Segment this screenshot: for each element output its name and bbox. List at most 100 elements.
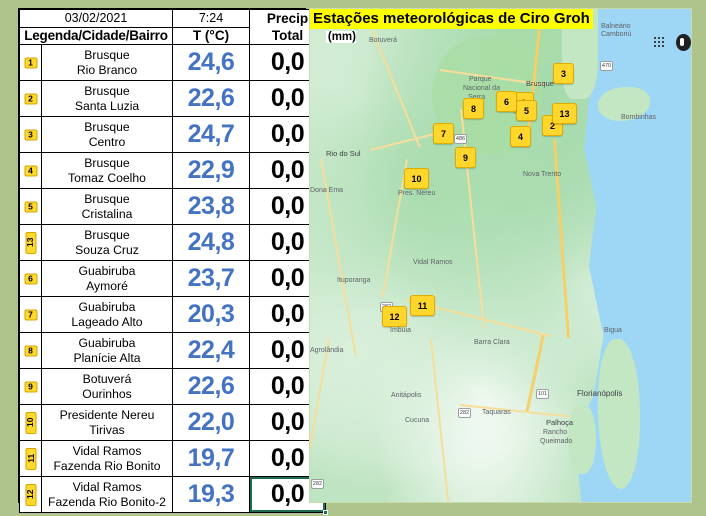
station-badge: 1	[24, 57, 37, 68]
station-badge: 10	[25, 411, 36, 434]
map-place-label: Bigua	[604, 327, 622, 334]
map-place-label: Florianópolis	[577, 389, 623, 398]
station-district: Planície Alta	[73, 350, 141, 365]
station-badge-label: 11	[25, 454, 36, 463]
station-badge-label: 8	[28, 345, 33, 356]
stations-table-panel: 03/02/2021 7:24 Precip Total (mm) Legend…	[18, 8, 356, 515]
station-district: Tomaz Coelho	[68, 170, 146, 185]
table-row[interactable]: 11 Vidal Ramos Fazenda Rio Bonito 19,7 0,0	[19, 440, 326, 477]
station-temperature: 22,6	[172, 368, 250, 405]
map-place-label: Cucuna	[405, 417, 430, 424]
table-row[interactable]: 10 Presidente Nereu Tirivas 22,0 0,0	[19, 404, 326, 441]
station-badge: 8	[24, 345, 37, 356]
map-place-label: Balneário	[601, 23, 631, 30]
map-marker-10[interactable]: 10	[404, 168, 429, 189]
station-city: Brusque	[84, 119, 130, 134]
station-temperature: 22,9	[172, 152, 250, 189]
station-temperature: 22,4	[172, 332, 250, 369]
map-place-label: Agrolândia	[310, 347, 344, 354]
station-temperature: 24,8	[172, 224, 250, 261]
row-badge-cell: 3	[19, 116, 42, 153]
map-marker-4[interactable]: 4	[510, 126, 531, 147]
map-marker-5[interactable]: 5	[516, 100, 537, 121]
map-marker-3[interactable]: 3	[553, 63, 574, 84]
station-temperature: 19,7	[172, 440, 250, 477]
station-city: Guabiruba	[78, 299, 136, 314]
map-place-label: Pres. Nereu	[398, 190, 436, 197]
map-place-label: Vidal Ramos	[413, 259, 453, 266]
user-avatar[interactable]	[676, 34, 691, 51]
station-badge: 13	[25, 231, 36, 254]
table-row[interactable]: 9 Botuverá Ourinhos 22,6 0,0	[19, 368, 326, 405]
station-temperature: 20,3	[172, 296, 250, 333]
station-district: Souza Cruz	[75, 242, 139, 257]
station-badge-label: 7	[28, 309, 33, 320]
station-city: Presidente Nereu	[59, 407, 155, 422]
table-row[interactable]: 8 Guabiruba Planície Alta 22,4 0,0	[19, 332, 326, 369]
station-district: Tirivas	[89, 422, 125, 437]
map-place-label: Imbuia	[390, 327, 412, 334]
station-temperature: 24,7	[172, 116, 250, 153]
map-place-label: Taquaras	[482, 409, 511, 416]
header-temp-col: T (°C)	[172, 26, 250, 45]
table-row[interactable]: 5 Brusque Cristalina 23,8 0,0	[19, 188, 326, 225]
table-row[interactable]: 6 Guabiruba Aymoré 23,7 0,0	[19, 260, 326, 297]
map-marker-9[interactable]: 9	[455, 147, 476, 168]
station-badge: 9	[24, 381, 37, 392]
station-district: Ourinhos	[82, 386, 132, 401]
station-name-cell: Presidente Nereu Tirivas	[41, 404, 173, 441]
table-row[interactable]: 12 Vidal Ramos Fazenda Rio Bonito-2 19,3 0,0	[19, 476, 328, 515]
map-place-label: Botuverá	[369, 37, 398, 44]
table-row[interactable]: 2 Brusque Santa Luzia 22,6 0,0	[19, 80, 326, 117]
table-row[interactable]: 4 Brusque Tomaz Coelho 22,9 0,0	[19, 152, 326, 189]
map-place-label: Camboriú	[601, 31, 632, 38]
map-title-banner: Estações meteorológicas de Ciro Groh	[310, 9, 593, 29]
station-city: Botuverá	[82, 371, 132, 386]
station-name-cell: Vidal Ramos Fazenda Rio Bonito-2	[41, 476, 173, 513]
station-badge: 7	[24, 309, 37, 320]
station-badge: 5	[24, 201, 37, 212]
table-row[interactable]: 7 Guabiruba Lageado Alto 20,3 0,0	[19, 296, 326, 333]
map-panel[interactable]: Balneário Camboriú Bombinhas Brusque Parque N…	[309, 8, 692, 503]
map-marker-12[interactable]: 12	[382, 306, 407, 327]
highway-shield-icon: 470	[600, 61, 613, 71]
table-row[interactable]: 3 Brusque Centro 24,7 0,0	[19, 116, 326, 153]
map-marker-13[interactable]: 13	[552, 103, 577, 124]
map-marker-6[interactable]: 6	[496, 91, 517, 112]
map-marker-11[interactable]: 11	[410, 295, 435, 316]
station-name-cell: Brusque Souza Cruz	[41, 224, 173, 261]
station-temperature: 23,7	[172, 260, 250, 297]
map-marker-7[interactable]: 7	[433, 123, 454, 144]
row-badge-cell: 4	[19, 152, 42, 189]
station-city: Guabiruba	[78, 263, 136, 278]
map-place-label: Palhoça	[546, 418, 574, 427]
row-badge-cell: 6	[19, 260, 42, 297]
map-place-label: Rio do Sul	[326, 149, 361, 158]
station-badge-label: 3	[28, 129, 33, 140]
station-badge: 12	[25, 483, 36, 506]
station-city: Brusque	[84, 47, 130, 62]
highway-shield-icon: 101	[536, 389, 549, 399]
station-badge-label: 10	[25, 417, 36, 428]
station-badge-label: 2	[28, 93, 33, 104]
map-place-label: Serra	[468, 94, 485, 101]
station-temperature: 22,0	[172, 404, 250, 441]
selection-handle[interactable]	[323, 510, 328, 515]
map-marker-8[interactable]: 8	[463, 98, 484, 119]
table-row[interactable]: 1 Brusque Rio Branco 24,6 0,0	[19, 44, 326, 81]
header-precip-line1: Precip	[266, 11, 309, 26]
station-city: Brusque	[84, 227, 130, 242]
station-district: Lageado Alto	[71, 314, 143, 329]
station-name-cell: Brusque Tomaz Coelho	[41, 152, 173, 189]
station-name-cell: Guabiruba Aymoré	[41, 260, 173, 297]
table-row[interactable]: 13 Brusque Souza Cruz 24,8 0,0	[19, 224, 326, 261]
apps-grid-icon[interactable]	[654, 37, 665, 48]
station-badge: 6	[24, 273, 37, 284]
station-badge-label: 9	[28, 381, 33, 392]
station-city: Brusque	[84, 191, 130, 206]
station-temperature: 19,3	[172, 476, 250, 513]
map-place-label: Barra Clara	[474, 339, 510, 346]
station-temperature: 23,8	[172, 188, 250, 225]
map-canvas[interactable]: Balneário Camboriú Bombinhas Brusque Parque N…	[310, 9, 691, 502]
map-island-florianopolis	[598, 339, 640, 489]
